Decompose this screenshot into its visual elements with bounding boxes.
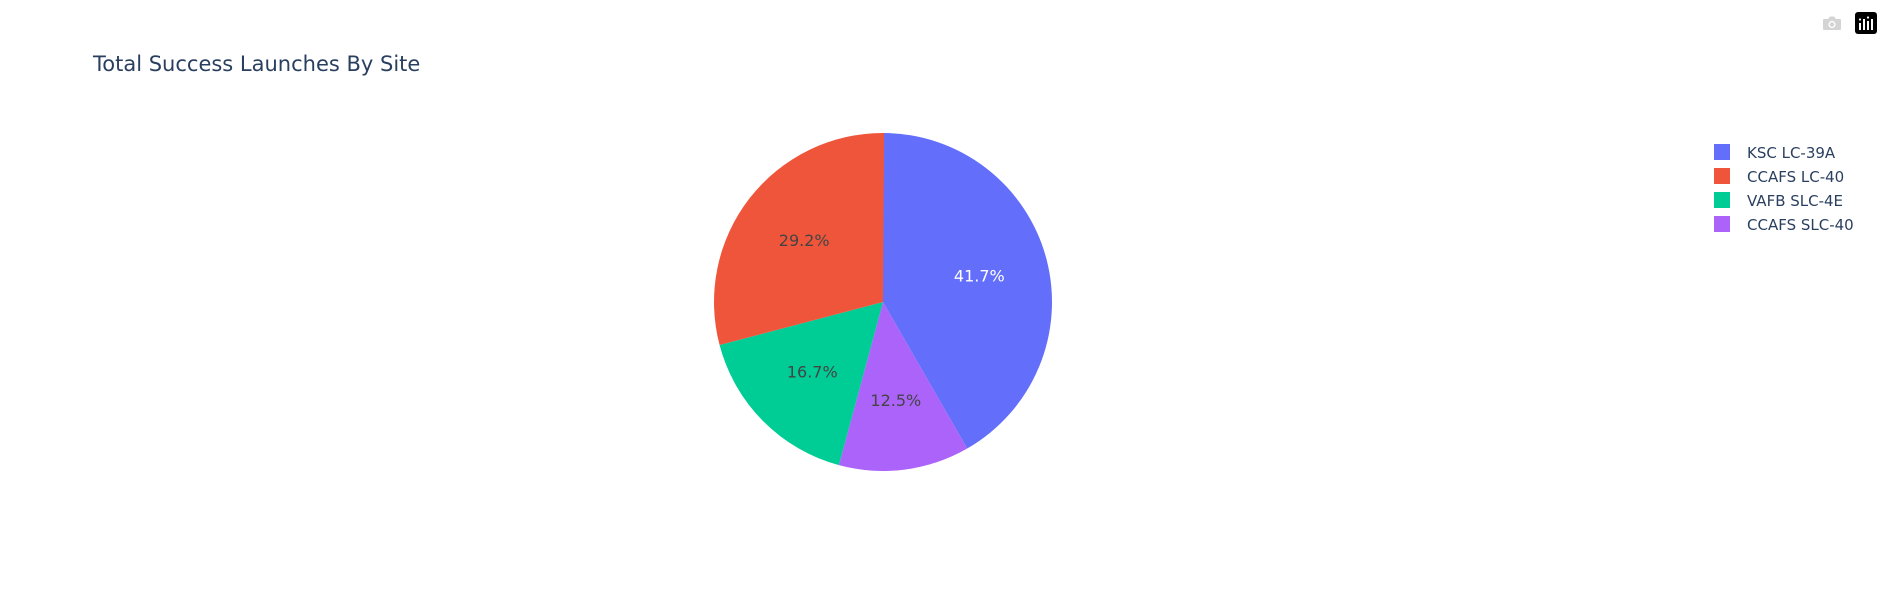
plotly-logo-icon[interactable]	[1855, 12, 1877, 34]
pie-slices	[713, 133, 1052, 471]
slice-label: 41.7%	[954, 266, 1005, 285]
pie-slice-vafb-slc-4e[interactable]	[719, 302, 883, 466]
pie-slice-ccafs-slc-40[interactable]	[838, 302, 968, 471]
slice-label: 16.7%	[787, 362, 838, 381]
legend-item[interactable]: CCAFS LC-40	[1714, 168, 1844, 186]
slice-label: 29.2%	[779, 231, 830, 250]
chart-title: Total Success Launches By Site	[92, 52, 420, 76]
legend-swatch	[1714, 192, 1730, 208]
legend-item[interactable]: VAFB SLC-4E	[1714, 192, 1843, 210]
legend-swatch	[1714, 144, 1730, 160]
legend-item[interactable]: KSC LC-39A	[1714, 144, 1836, 162]
pie-slice-ccafs-lc-40[interactable]	[713, 133, 885, 346]
camera-icon[interactable]	[1821, 12, 1843, 34]
modebar	[1821, 12, 1877, 34]
legend-label: VAFB SLC-4E	[1747, 192, 1843, 210]
slice-label: 12.5%	[870, 391, 921, 410]
legend-label: CCAFS LC-40	[1747, 168, 1844, 186]
legend-label: CCAFS SLC-40	[1747, 216, 1854, 234]
legend-swatch	[1714, 216, 1730, 232]
pie-labels: 41.7% 12.5% 16.7% 29.2%	[779, 231, 1005, 410]
pie-slice-ksc-lc-39a[interactable]	[883, 133, 1052, 449]
legend-item[interactable]: CCAFS SLC-40	[1714, 216, 1854, 234]
legend-swatch	[1714, 168, 1730, 184]
legend-label: KSC LC-39A	[1747, 144, 1836, 162]
legend[interactable]: KSC LC-39A CCAFS LC-40 VAFB SLC-4E CCAFS SL…	[1714, 144, 1854, 234]
